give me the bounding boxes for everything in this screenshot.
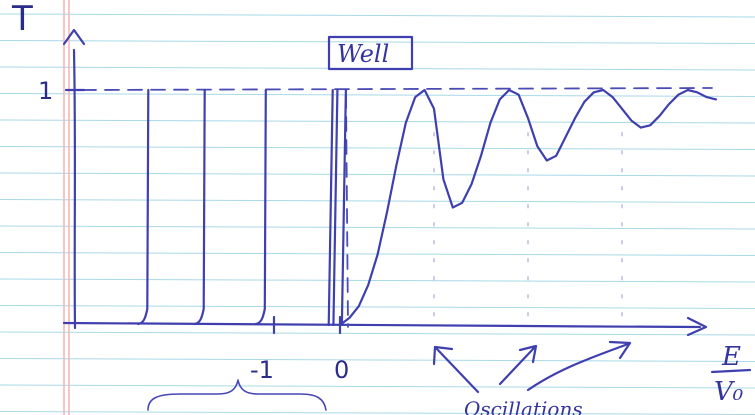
annotation-arrow-1-head-icon [432, 345, 454, 366]
x-axis-label-numerator: E [721, 342, 741, 372]
chart-title: Well [337, 40, 389, 68]
rule-line-6 [0, 172, 755, 177]
rule-line-11 [0, 305, 755, 309]
rule-line-0 [0, 13, 755, 18]
annotation-arrow-2 [498, 346, 536, 386]
rule-line-10 [0, 278, 755, 283]
resonance-marker-group [433, 132, 623, 327]
spike-group [137, 88, 347, 327]
x-tick-label-0: -1 [250, 356, 274, 384]
spike-2 [254, 88, 267, 326]
y-axis [72, 48, 77, 330]
reference-line-t1 [81, 87, 713, 91]
y-axis-arrow-icon [62, 28, 86, 46]
series-group [338, 88, 718, 327]
x-axis-label-denominator: V₀ [714, 377, 744, 407]
reference-line-group [81, 87, 713, 328]
rule-line-5 [0, 146, 755, 150]
reference-line-x0 [345, 93, 349, 328]
spike-1 [193, 88, 206, 326]
rule-line-3 [0, 93, 755, 97]
rule-line-13 [0, 358, 755, 362]
annotation-arrow-2-head-icon [518, 344, 538, 364]
spike-cluster-0 [327, 88, 334, 327]
annotation-brace [147, 379, 327, 411]
series-line-transmission [338, 88, 718, 327]
annotation-arrow-1 [434, 346, 480, 394]
rule-line-4 [0, 119, 755, 124]
title-box [327, 35, 414, 71]
rule-line-7 [0, 199, 755, 203]
rule-line-14 [0, 384, 755, 389]
y-axis-label: T [11, 0, 33, 39]
rule-line-12 [0, 331, 755, 336]
annotation-arrow-3-head-icon [608, 340, 632, 360]
annotation-text: Oscillations [464, 397, 583, 415]
notebook-rules [0, 13, 755, 415]
spike-0 [137, 88, 150, 326]
rule-line-1 [0, 40, 755, 44]
x-axis [62, 321, 702, 329]
tick-group: -1 0 1 [38, 77, 349, 384]
x-axis-label-fraction-bar [710, 368, 752, 374]
y-tick-label-0: 1 [38, 77, 53, 105]
x-axis-arrow-icon [686, 316, 708, 337]
spike-cluster-2 [340, 88, 347, 327]
x-tick-label-1: 0 [334, 356, 349, 384]
rule-line-8 [0, 225, 755, 230]
rule-line-15 [0, 411, 755, 415]
spike-cluster-1 [332, 88, 339, 327]
annotation-arrow-3 [526, 342, 630, 392]
